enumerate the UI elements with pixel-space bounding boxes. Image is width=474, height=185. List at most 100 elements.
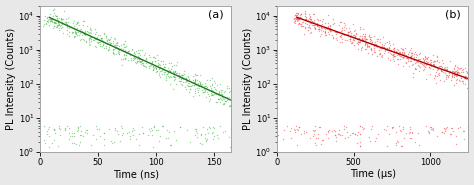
Point — [291, 21, 298, 24]
Point — [444, 75, 452, 78]
Point — [307, 17, 314, 20]
Point — [52, 14, 60, 17]
Point — [346, 37, 354, 40]
Point — [392, 131, 400, 134]
Point — [101, 42, 109, 45]
Point — [114, 47, 122, 50]
Point — [100, 42, 107, 45]
Point — [414, 61, 422, 64]
Point — [416, 52, 424, 55]
Point — [301, 10, 309, 13]
Point — [216, 97, 223, 100]
Point — [172, 64, 180, 67]
Point — [92, 46, 100, 49]
Point — [391, 46, 398, 49]
Point — [163, 78, 170, 81]
Point — [436, 78, 444, 81]
Point — [196, 82, 204, 85]
Point — [176, 80, 183, 83]
Point — [203, 79, 211, 82]
Point — [356, 40, 363, 43]
Point — [317, 25, 325, 28]
Point — [400, 137, 408, 140]
Point — [161, 70, 169, 73]
Point — [370, 48, 378, 51]
Point — [135, 49, 142, 52]
Point — [359, 38, 367, 41]
Point — [327, 24, 334, 27]
Point — [361, 32, 369, 35]
Point — [64, 124, 71, 127]
Point — [464, 70, 471, 73]
Point — [115, 51, 123, 54]
Point — [138, 125, 146, 128]
Point — [75, 144, 83, 147]
Point — [184, 81, 192, 84]
Point — [452, 73, 460, 76]
Point — [84, 31, 92, 34]
Point — [411, 66, 419, 69]
Point — [78, 29, 85, 32]
Point — [146, 56, 154, 59]
Point — [128, 129, 136, 132]
Point — [186, 88, 193, 90]
Point — [346, 26, 353, 29]
Point — [459, 82, 467, 85]
Point — [322, 26, 330, 29]
Point — [102, 44, 110, 47]
Point — [448, 76, 456, 79]
Point — [295, 125, 302, 128]
Point — [106, 38, 114, 41]
Point — [156, 76, 164, 79]
Point — [192, 83, 200, 86]
Point — [209, 130, 216, 133]
Point — [169, 75, 177, 78]
Point — [191, 80, 199, 83]
Point — [402, 53, 410, 56]
Point — [198, 85, 205, 88]
Point — [294, 15, 302, 18]
Point — [107, 36, 114, 39]
Point — [353, 134, 361, 137]
Point — [301, 33, 308, 36]
Point — [401, 51, 408, 54]
Point — [307, 17, 315, 20]
Point — [164, 67, 172, 70]
Point — [391, 54, 399, 57]
Point — [412, 53, 420, 56]
Point — [395, 52, 403, 55]
Point — [134, 52, 142, 55]
Point — [219, 103, 227, 106]
Point — [358, 39, 365, 42]
Point — [120, 53, 128, 56]
Point — [210, 126, 217, 129]
Point — [356, 125, 364, 128]
Point — [389, 55, 397, 58]
Point — [317, 25, 324, 28]
Point — [356, 26, 364, 29]
Point — [160, 66, 167, 69]
Point — [132, 50, 139, 53]
Point — [310, 130, 318, 133]
Point — [102, 35, 109, 38]
Point — [161, 66, 169, 69]
Point — [422, 54, 429, 57]
Point — [49, 15, 56, 18]
Point — [188, 84, 195, 87]
Point — [340, 21, 347, 24]
Point — [100, 47, 108, 50]
Point — [53, 24, 61, 27]
Point — [446, 60, 454, 63]
Point — [302, 131, 310, 134]
Point — [63, 22, 71, 25]
Point — [362, 38, 369, 41]
Point — [311, 26, 319, 29]
Point — [404, 57, 411, 60]
Point — [133, 60, 141, 63]
Point — [328, 34, 336, 37]
X-axis label: Time (ns): Time (ns) — [113, 169, 159, 179]
Point — [291, 18, 299, 21]
Point — [43, 130, 51, 133]
Point — [109, 41, 117, 44]
Point — [149, 65, 156, 68]
